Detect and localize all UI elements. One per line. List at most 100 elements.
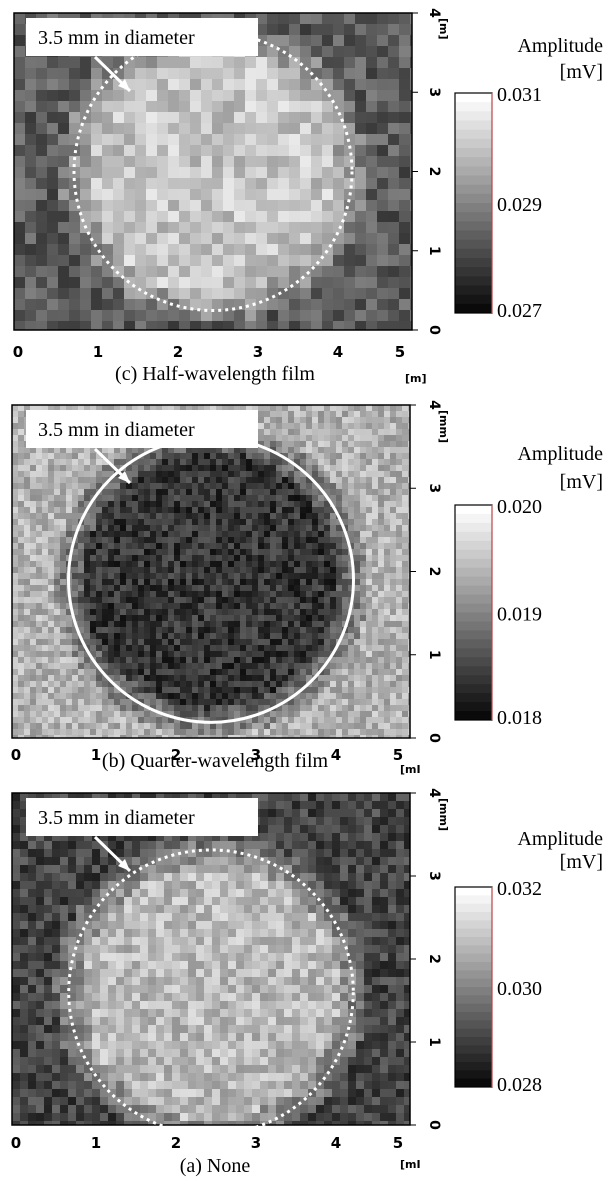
heatmap-cell (180, 633, 186, 639)
heatmap-cell (342, 699, 348, 705)
heatmap-cell (372, 495, 378, 501)
heatmap-cell (156, 549, 162, 555)
heatmap-cell (354, 615, 360, 621)
heatmap-cell (204, 681, 210, 687)
heatmap-cell (240, 447, 246, 453)
heatmap-cell (264, 663, 270, 669)
heatmap-cell (324, 705, 330, 711)
heatmap-cell (192, 549, 198, 555)
heatmap-cell (126, 447, 132, 453)
heatmap-cell (396, 423, 402, 429)
heatmap-cell (410, 112, 412, 123)
heatmap-cell (186, 669, 192, 675)
heatmap-cell (84, 609, 90, 615)
heatmap-cell (179, 178, 190, 189)
heatmap-cell (288, 603, 294, 609)
heatmap-cell (174, 483, 180, 489)
heatmap-cell (318, 693, 324, 699)
heatmap-cell (390, 681, 396, 687)
heatmap-cell (126, 543, 132, 549)
heatmap-cell (210, 483, 216, 489)
heatmap-cell (396, 471, 402, 477)
heatmap-cell (300, 561, 306, 567)
heatmap-cell (36, 211, 47, 222)
heatmap-cell (90, 507, 96, 513)
heatmap-cell (324, 441, 330, 447)
heatmap-cell (388, 167, 399, 178)
heatmap-cell (192, 471, 198, 477)
heatmap-cell (378, 537, 384, 543)
heatmap-cell (278, 145, 289, 156)
heatmap-cell (311, 266, 322, 277)
heatmap-cell (108, 793, 116, 801)
heatmap-cell (390, 567, 396, 573)
heatmap-cell (150, 465, 156, 471)
heatmap-cell (256, 310, 267, 321)
heatmap-cell (72, 465, 78, 471)
heatmap-cell (12, 525, 18, 531)
heatmap-cell (270, 723, 276, 729)
heatmap-cell (336, 453, 342, 459)
heatmap-cell (24, 495, 30, 501)
heatmap-cell (186, 525, 192, 531)
heatmap-cell (399, 167, 410, 178)
heatmap-cell (108, 501, 114, 507)
heatmap-cell (168, 321, 179, 330)
heatmap-cell (124, 79, 135, 90)
y-tick-label: 0 (426, 325, 442, 335)
heatmap-cell (270, 663, 276, 669)
heatmap-cell (245, 321, 256, 330)
heatmap-cell (384, 501, 390, 507)
heatmap-cell (60, 405, 66, 411)
heatmap-cell (168, 567, 174, 573)
heatmap-cell (408, 735, 410, 738)
heatmap-cell (174, 675, 180, 681)
heatmap-cell (276, 699, 282, 705)
heatmap-cell (366, 411, 372, 417)
heatmap-cell (80, 123, 91, 134)
heatmap-cell (372, 621, 378, 627)
heatmap-cell (378, 627, 384, 633)
heatmap-cell (223, 233, 234, 244)
heatmap-cell (354, 483, 360, 489)
heatmap-cell (216, 555, 222, 561)
heatmap-cell (324, 489, 330, 495)
heatmap-cell (300, 145, 311, 156)
heatmap-cell (402, 597, 408, 603)
heatmap-cell (150, 639, 156, 645)
heatmap-cell (276, 561, 282, 567)
heatmap-cell (102, 609, 108, 615)
heatmap-cell (300, 459, 306, 465)
heatmap-cell (267, 266, 278, 277)
heatmap-cell (252, 465, 258, 471)
heatmap-cell (162, 537, 168, 543)
heatmap-cell (162, 483, 168, 489)
heatmap-cell (212, 310, 223, 321)
heatmap-cell (96, 639, 102, 645)
heatmap-cell (366, 543, 372, 549)
heatmap-cell (396, 603, 402, 609)
heatmap-cell (192, 711, 198, 717)
heatmap-cell (256, 321, 267, 330)
heatmap-cell (24, 645, 30, 651)
heatmap-cell (330, 417, 336, 423)
heatmap-cell (48, 561, 54, 567)
heatmap-cell (36, 735, 42, 738)
heatmap-cell (138, 657, 144, 663)
heatmap-cell (113, 167, 124, 178)
heatmap-cell (348, 735, 354, 738)
heatmap-cell (408, 555, 410, 561)
heatmap-cell (168, 483, 174, 489)
heatmap-cell (168, 453, 174, 459)
heatmap-cell (72, 693, 78, 699)
heatmap-cell (355, 222, 366, 233)
colorbar-tick-label: 0.019 (497, 604, 542, 626)
heatmap-cell (96, 507, 102, 513)
heatmap-cell (410, 156, 412, 167)
heatmap-cell (138, 537, 144, 543)
heatmap-cell (30, 405, 36, 411)
heatmap-cell (186, 495, 192, 501)
heatmap-cell (384, 495, 390, 501)
heatmap-cell (168, 477, 174, 483)
heatmap-cell (210, 525, 216, 531)
